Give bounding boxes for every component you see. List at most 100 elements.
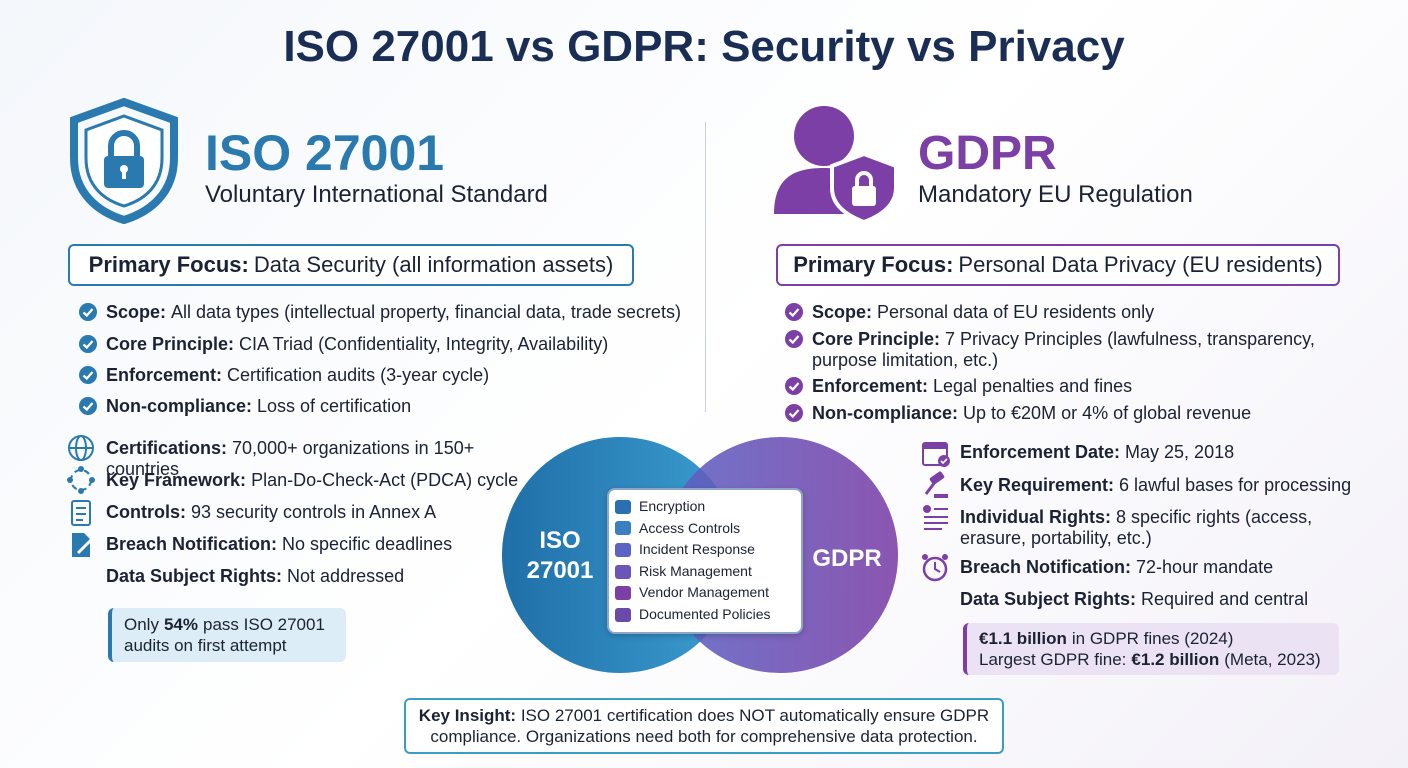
shared-item: Access Controls: [615, 518, 799, 540]
fact-label: Enforcement Date:: [960, 442, 1121, 462]
stat-bold: 54%: [163, 615, 198, 634]
gdpr-focus: Primary Focus: Personal Data Privacy (EU …: [776, 244, 1340, 286]
point-label: Non-compliance:: [106, 396, 253, 416]
point-text: Scope: Personal data of EU residents only: [812, 302, 1154, 323]
shared-item: Risk Management: [615, 561, 799, 583]
title: ISO 27001 vs GDPR: Security vs Privacy: [283, 22, 1125, 71]
fact-text: Breach Notification: No specific deadline…: [106, 534, 452, 555]
fact-row: Individual Rights: 8 specific rights (acc…: [920, 505, 1360, 549]
fact-row: Controls: 93 security controls in Annex A: [66, 500, 546, 527]
check-icon: [79, 335, 97, 353]
focus-text: Personal Data Privacy (EU residents): [958, 252, 1323, 277]
venn-left-label: ISO 27001: [527, 527, 594, 584]
fact-icon-slot: [920, 470, 952, 500]
check-icon: [785, 303, 803, 321]
shared-text: Encryption: [639, 498, 706, 514]
point-label: Scope:: [106, 302, 167, 322]
gdpr-subtitle: Mandatory EU Regulation: [918, 181, 1193, 208]
point-row: Enforcement: Legal penalties and fines: [784, 376, 1324, 397]
point-row: Enforcement: Certification audits (3-year…: [78, 365, 698, 386]
fact-text: Individual Rights: 8 specific rights (acc…: [960, 507, 1360, 549]
fact-icon-slot: [66, 529, 98, 559]
point-value: Certification audits (3-year cycle): [227, 365, 490, 385]
fact-value: 93 security controls in Annex A: [191, 502, 437, 522]
stat-pre: Largest GDPR fine:: [979, 650, 1127, 669]
focus-label: Primary Focus:: [793, 252, 954, 277]
fact-icon: [67, 466, 95, 494]
point-row: Core Principle: CIA Triad (Confidentialit…: [78, 334, 698, 355]
shared-item: Incident Response: [615, 539, 799, 561]
check-icon: [785, 377, 803, 395]
fact-icon-slot: [66, 465, 98, 495]
stat-box: €1.1 billion in GDPR fines (2024) Largest …: [963, 623, 1339, 675]
stat-box: Only 54% pass ISO 27001 audits on first at…: [108, 608, 346, 662]
shared-item: Documented Policies: [615, 604, 799, 626]
shared-icon: [615, 564, 631, 579]
fact-icon-slot: [920, 502, 952, 532]
fact-row: Data Subject Rights: Required and central: [920, 589, 1360, 614]
insight-text: ISO 27001 certification does NOT automat…: [430, 706, 990, 746]
fact-text: Key Framework: Plan-Do-Check-Act (PDCA) c…: [106, 470, 518, 491]
focus-label: Primary Focus:: [88, 252, 249, 277]
gdpr-name: GDPR: [918, 127, 1057, 180]
point-label: Enforcement:: [812, 376, 929, 396]
stat-post: (Meta, 2023): [1224, 650, 1321, 669]
point-value: CIA Triad (Confidentiality, Integrity, A…: [239, 334, 609, 354]
fact-icon-slot: [920, 584, 952, 614]
fact-icon-slot: [920, 437, 952, 467]
point-text: Core Principle: 7 Privacy Principles (law…: [812, 329, 1324, 371]
fact-text: Key Requirement: 6 lawful bases for proce…: [960, 475, 1351, 496]
fact-icon: [72, 533, 94, 557]
point-text: Enforcement: Legal penalties and fines: [812, 376, 1132, 397]
point-text: Non-compliance: Loss of certification: [106, 396, 411, 417]
point-text: Enforcement: Certification audits (3-year…: [106, 365, 489, 386]
shared-box: Encryption Access Controls Incident Respon…: [607, 488, 803, 634]
point-row: Scope: All data types (intellectual prope…: [78, 302, 698, 323]
shared-text: Risk Management: [639, 562, 752, 579]
stat-bold: €1.2 billion: [1131, 650, 1220, 669]
fact-icon-slot: [66, 497, 98, 527]
fact-value: Plan-Do-Check-Act (PDCA) cycle: [251, 470, 519, 490]
fact-value: No specific deadlines: [282, 534, 453, 554]
shared-icon: [615, 607, 631, 622]
fact-label: Individual Rights:: [960, 507, 1111, 527]
point-text: Core Principle: CIA Triad (Confidentialit…: [106, 334, 608, 355]
fact-label: Data Subject Rights:: [106, 566, 283, 586]
stat-post: in GDPR fines (2024): [1071, 629, 1234, 648]
point-value: Loss of certification: [257, 396, 412, 416]
check-icon: [785, 404, 803, 422]
fact-icon: [922, 554, 948, 582]
fact-label: Certifications:: [106, 438, 228, 458]
shared-text: Documented Policies: [639, 605, 771, 622]
fact-text: Data Subject Rights: Required and central: [960, 589, 1308, 610]
point-value: 7 Privacy Principles (lawfulness, transp…: [812, 329, 1315, 370]
check-icon: [785, 330, 803, 348]
fact-label: Breach Notification:: [106, 534, 278, 554]
fact-icon: [68, 435, 94, 461]
fact-icon-slot: [66, 561, 98, 591]
person-icon: [774, 106, 898, 224]
point-row: Non-compliance: Loss of certification: [78, 396, 698, 417]
fact-value: May 25, 2018: [1125, 442, 1235, 462]
shared-item: Encryption: [615, 496, 799, 518]
divider: [705, 122, 706, 412]
stat-line: €1.1 billion in GDPR fines (2024): [979, 628, 1331, 649]
fact-icon: [924, 471, 948, 498]
point-value: Personal data of EU residents only: [877, 302, 1155, 322]
shared-icon: [615, 586, 631, 601]
iso-focus: Primary Focus: Data Security (all informa…: [68, 244, 634, 286]
fact-icon: [922, 442, 950, 467]
shield-icon: [70, 98, 178, 224]
point-label: Non-compliance:: [812, 403, 959, 423]
iso-subtitle: Voluntary International Standard: [205, 181, 548, 208]
fact-icon-slot: [66, 433, 98, 463]
fact-row: Key Framework: Plan-Do-Check-Act (PDCA) c…: [66, 466, 546, 495]
fact-label: Controls:: [106, 502, 186, 522]
fact-text: Controls: 93 security controls in Annex A: [106, 502, 436, 523]
shared-icon: [615, 542, 631, 557]
shared-icon: [615, 499, 631, 514]
fact-value: Required and central: [1141, 589, 1309, 609]
fact-row: Data Subject Rights: Not addressed: [66, 566, 546, 591]
point-row: Non-compliance: Up to €20M or 4% of globa…: [784, 403, 1324, 424]
